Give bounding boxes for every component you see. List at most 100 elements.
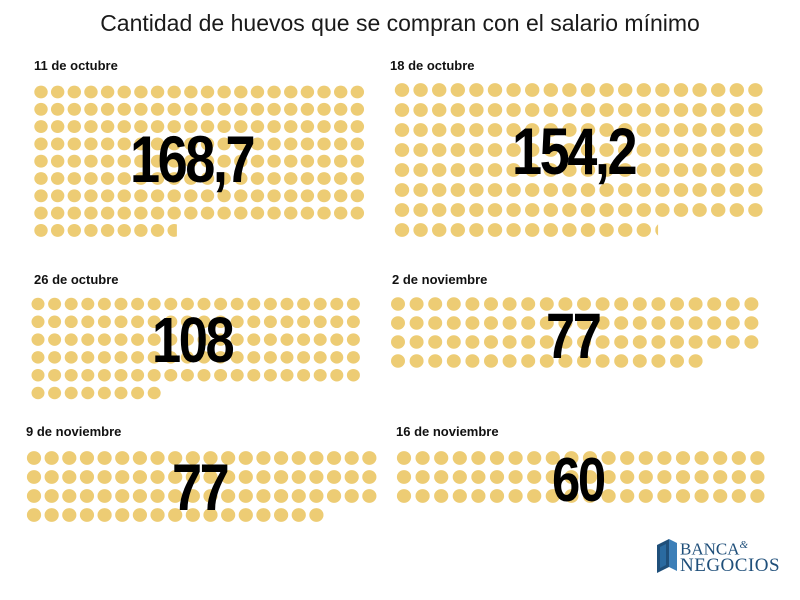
egg-icon xyxy=(180,351,194,364)
egg-icon xyxy=(350,206,365,220)
egg-icon xyxy=(346,315,360,329)
egg-icon xyxy=(432,223,447,237)
egg-icon xyxy=(44,451,59,465)
partial-egg-icon xyxy=(167,223,177,237)
egg-icon xyxy=(164,297,178,311)
egg-icon xyxy=(394,143,410,157)
egg-icon xyxy=(250,189,265,203)
egg-icon xyxy=(618,183,633,197)
egg-icon xyxy=(636,203,651,217)
egg-icon xyxy=(31,333,45,346)
egg-icon xyxy=(450,83,465,97)
egg-icon xyxy=(350,120,365,134)
egg-icon xyxy=(614,335,629,349)
egg-icon xyxy=(217,102,231,116)
egg-icon xyxy=(469,163,484,177)
egg-icon xyxy=(117,172,131,185)
egg-icon xyxy=(230,368,244,382)
egg-icon xyxy=(655,183,670,197)
egg-icon xyxy=(326,451,342,465)
egg-icon xyxy=(100,120,115,134)
egg-icon xyxy=(284,102,298,116)
egg-icon xyxy=(729,103,744,117)
egg-icon xyxy=(134,172,148,185)
egg-icon xyxy=(731,489,746,503)
egg-icon xyxy=(657,470,672,484)
egg-icon xyxy=(525,143,540,157)
egg-icon xyxy=(67,189,81,203)
egg-icon xyxy=(203,451,218,465)
egg-icon xyxy=(506,83,521,97)
egg-icon xyxy=(428,354,443,368)
egg-icon xyxy=(694,451,709,465)
egg-icon xyxy=(614,297,629,311)
egg-icon xyxy=(638,489,653,503)
egg-icon xyxy=(167,206,181,220)
book-icon xyxy=(657,539,677,573)
egg-icon xyxy=(168,489,183,503)
egg-icon xyxy=(168,508,183,522)
egg-icon xyxy=(692,83,707,97)
egg-icon xyxy=(580,203,596,217)
egg-icon xyxy=(48,351,62,364)
egg-icon xyxy=(164,351,178,364)
egg-icon xyxy=(167,172,181,185)
egg-icon xyxy=(692,203,707,217)
egg-icon xyxy=(465,297,480,311)
egg-icon xyxy=(274,451,289,465)
egg-icon xyxy=(744,316,759,330)
egg-icon xyxy=(267,137,281,151)
egg-icon xyxy=(317,189,331,203)
egg-icon xyxy=(250,137,265,151)
egg-icon xyxy=(465,316,480,330)
egg-icon xyxy=(471,451,486,465)
egg-icon xyxy=(221,508,236,522)
egg-icon xyxy=(48,315,62,329)
egg-icon xyxy=(217,120,231,134)
egg-icon xyxy=(313,368,327,382)
egg-icon xyxy=(97,297,111,311)
egg-icon xyxy=(26,508,42,522)
egg-icon xyxy=(164,333,178,346)
egg-icon xyxy=(62,470,77,484)
egg-icon xyxy=(657,489,672,503)
egg-icon xyxy=(50,172,65,185)
egg-icon xyxy=(636,143,651,157)
egg-icon xyxy=(67,206,81,220)
egg-icon xyxy=(131,386,145,400)
egg-icon xyxy=(450,183,465,197)
egg-icon xyxy=(651,316,666,330)
egg-icon xyxy=(413,163,428,177)
egg-icon xyxy=(97,315,111,329)
egg-icon xyxy=(50,85,65,99)
egg-icon xyxy=(180,297,194,311)
egg-icon xyxy=(221,470,236,484)
egg-icon xyxy=(487,183,503,197)
egg-icon xyxy=(267,172,281,185)
egg-icon xyxy=(577,335,591,349)
egg-icon xyxy=(618,123,633,137)
egg-icon xyxy=(250,154,265,168)
egg-icon xyxy=(134,223,148,237)
egg-icon xyxy=(284,120,298,134)
egg-icon xyxy=(48,386,62,400)
egg-icon xyxy=(595,335,610,349)
egg-icon xyxy=(164,368,178,382)
egg-icon xyxy=(394,123,410,137)
panel-date: 11 de octubre xyxy=(34,58,118,73)
egg-icon xyxy=(346,368,360,382)
egg-icon xyxy=(214,315,228,329)
egg-icon xyxy=(350,189,365,203)
egg-icon xyxy=(184,102,198,116)
egg-icon xyxy=(487,143,503,157)
egg-icon xyxy=(344,451,359,465)
egg-icon xyxy=(675,489,691,503)
egg-grid xyxy=(34,85,365,237)
egg-icon xyxy=(150,172,165,185)
egg-icon xyxy=(250,102,265,116)
egg-icon xyxy=(203,489,218,503)
egg-icon xyxy=(300,172,315,185)
egg-icon xyxy=(44,508,59,522)
egg-icon xyxy=(334,102,348,116)
egg-icon xyxy=(618,143,633,157)
